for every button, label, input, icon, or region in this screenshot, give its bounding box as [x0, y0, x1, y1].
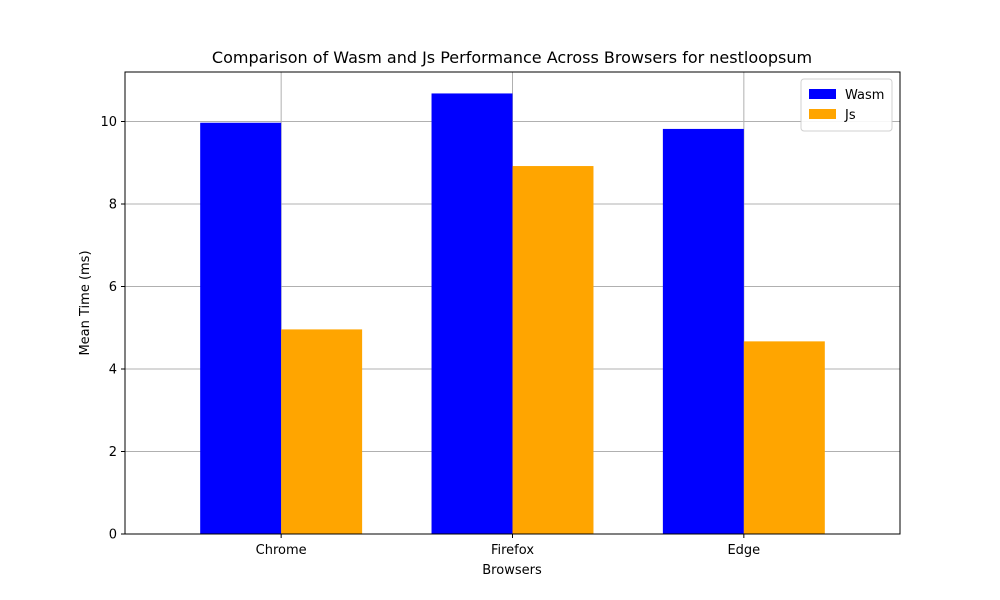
- legend-label-js: Js: [844, 108, 856, 123]
- bar-js-edge: [743, 341, 825, 534]
- legend-label-wasm: Wasm: [845, 88, 884, 103]
- legend-swatch-wasm: [809, 89, 836, 99]
- legend: Wasm Js: [800, 78, 893, 132]
- x-tick-label: Chrome: [256, 543, 307, 558]
- x-tick-label: Edge: [727, 543, 760, 558]
- legend-frame: [800, 78, 893, 132]
- bar-js-firefox: [512, 166, 594, 535]
- bar-wasm-chrome: [200, 122, 282, 535]
- y-tick-label: 10: [100, 115, 117, 130]
- bar-wasm-edge: [662, 128, 744, 535]
- x-tick-label: Firefox: [491, 543, 534, 558]
- bars-layer: [200, 93, 825, 535]
- ticks-layer: 0 2 4 6 8 10 Chrome Firefox Edge: [100, 115, 760, 558]
- y-axis-label: Mean Time (ms): [78, 250, 93, 355]
- y-tick-label: 0: [109, 528, 117, 543]
- chart-title: Comparison of Wasm and Js Performance Ac…: [212, 48, 812, 67]
- bar-js-chrome: [281, 329, 363, 534]
- x-axis-label: Browsers: [482, 563, 542, 578]
- bar-wasm-firefox: [431, 93, 513, 534]
- y-tick-label: 2: [109, 445, 117, 460]
- y-tick-label: 6: [109, 280, 117, 295]
- y-tick-label: 4: [109, 363, 117, 378]
- legend-swatch-js: [809, 109, 836, 119]
- y-tick-label: 8: [109, 198, 117, 213]
